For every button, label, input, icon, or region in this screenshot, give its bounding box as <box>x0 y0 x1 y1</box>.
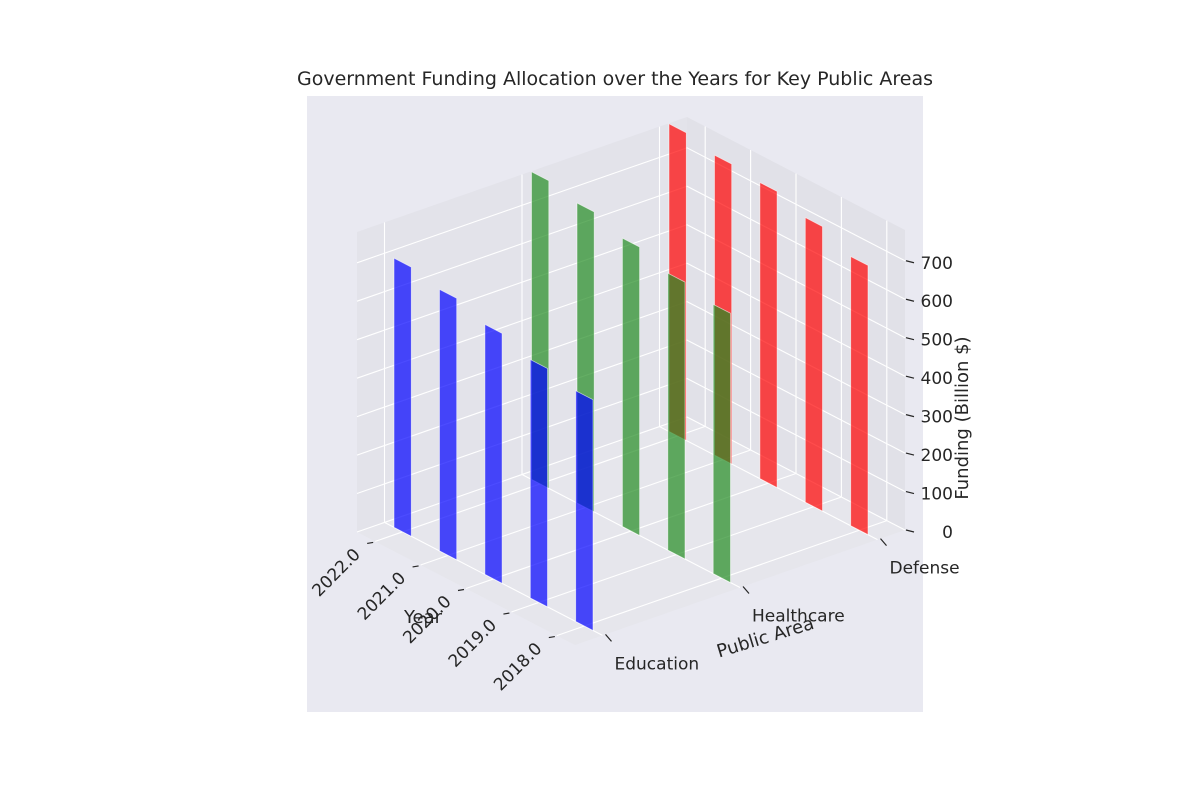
z-gridline <box>356 416 906 533</box>
z-tick-label: 0 <box>942 523 953 543</box>
z-gridline <box>356 301 906 418</box>
bar-defense-2019.0 <box>804 216 823 512</box>
z-tick-mark <box>905 375 915 379</box>
bar-defense-2020.0 <box>759 181 778 489</box>
y-gridline <box>383 222 603 636</box>
bar-education-2022.0 <box>393 257 412 537</box>
z-tick-mark <box>905 337 915 341</box>
z-tick-mark <box>905 529 915 533</box>
z-tick-label: 600 <box>921 292 953 312</box>
x-gridline <box>556 220 888 637</box>
bar-education-2019.0 <box>529 358 548 608</box>
z-tick-label: 300 <box>921 408 953 428</box>
z-tick-mark <box>905 490 915 495</box>
bar-healthcare-2020.0 <box>622 237 640 537</box>
z-tick-mark <box>905 452 915 456</box>
z-tick-label: 500 <box>921 331 953 351</box>
z-tick-mark <box>905 298 915 302</box>
bar-healthcare-2019.0 <box>667 272 686 560</box>
x-tick-mark <box>367 541 374 545</box>
chart-title: Government Funding Allocation over the Y… <box>296 68 934 90</box>
z-gridline <box>356 185 906 302</box>
z-gridline <box>356 377 906 495</box>
y-tick-label: Defense <box>890 559 960 579</box>
y-gridline <box>521 174 741 588</box>
y-gridline <box>658 126 878 541</box>
z-gridline <box>356 224 906 341</box>
x-axis-label: Year <box>403 607 443 628</box>
z-gridline <box>356 262 906 379</box>
z-tick-mark <box>905 260 915 264</box>
y-tick-label: Healthcare <box>752 607 845 627</box>
y-tick-mark <box>742 586 750 594</box>
z-tick-mark <box>905 414 915 418</box>
bar-education-2020.0 <box>484 323 503 585</box>
z-gridline <box>356 339 906 456</box>
x-tick-mark <box>548 635 555 639</box>
z-axis-label: Funding (Billion $) <box>952 336 973 499</box>
z-tick-label: 200 <box>921 446 953 466</box>
y-tick-mark <box>605 634 612 642</box>
z-tick-label: 100 <box>921 485 953 505</box>
bar-healthcare-2018.0 <box>712 303 731 584</box>
z-tick-label: 400 <box>921 369 953 389</box>
y-tick-mark <box>880 538 887 546</box>
x-tick-mark <box>412 565 419 568</box>
z-tick-label: 700 <box>921 254 953 274</box>
bar-education-2018.0 <box>575 390 594 632</box>
bar-defense-2018.0 <box>850 255 869 536</box>
z-gridline <box>356 147 906 264</box>
x-tick-mark <box>503 612 510 615</box>
bar-education-2021.0 <box>439 288 458 561</box>
y-tick-label: Education <box>615 654 700 674</box>
x-gridline <box>511 197 842 613</box>
x-tick-mark <box>457 588 465 592</box>
